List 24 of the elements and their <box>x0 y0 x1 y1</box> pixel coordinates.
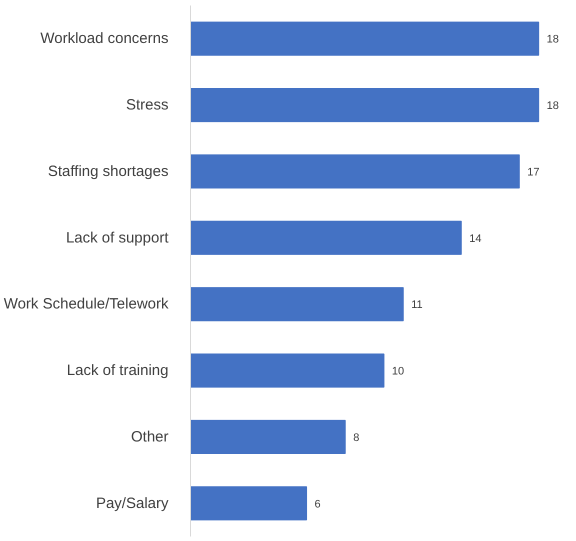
y-tick-label: Staffing shortages <box>48 162 169 180</box>
y-tick-label: Lack of support <box>66 229 170 246</box>
y-tick-label: Stress <box>126 96 169 114</box>
y-tick-label: Pay/Salary <box>96 494 169 512</box>
bar <box>190 287 404 322</box>
data-label: 8 <box>353 432 360 444</box>
bar <box>190 420 346 454</box>
y-tick-label: Other <box>130 428 169 446</box>
data-label: 6 <box>314 498 321 510</box>
bar <box>190 486 308 520</box>
bar <box>190 88 540 122</box>
bar <box>190 353 384 388</box>
data-label: 18 <box>546 34 559 46</box>
data-label: 11 <box>411 299 423 312</box>
data-label: 17 <box>527 166 540 178</box>
data-label: 14 <box>469 232 482 245</box>
y-tick-label: Lack of training <box>66 362 169 380</box>
bar <box>190 154 520 189</box>
data-label: 18 <box>546 100 559 112</box>
y-tick-label: Work Schedule/Telework <box>4 296 169 313</box>
data-label: 10 <box>392 366 404 378</box>
bar <box>190 220 462 255</box>
bar <box>190 22 540 56</box>
y-tick-label: Workload concerns <box>40 30 169 48</box>
